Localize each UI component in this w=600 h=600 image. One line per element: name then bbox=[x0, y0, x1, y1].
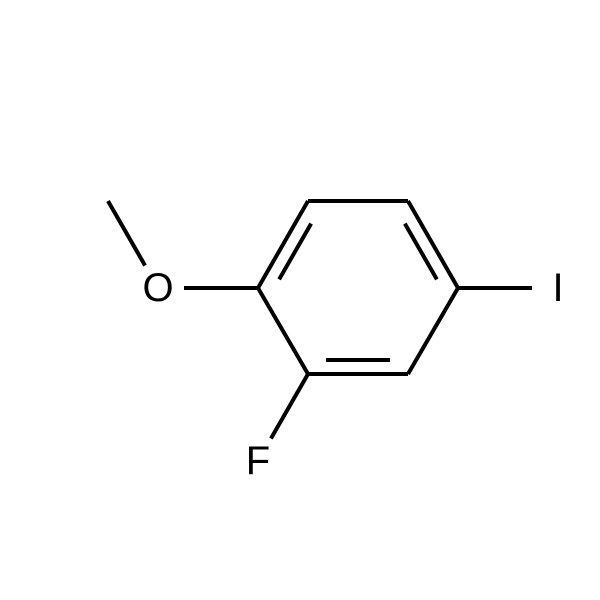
bond-line bbox=[408, 288, 458, 374]
atom-label-f: F bbox=[246, 439, 270, 483]
bond-line bbox=[405, 224, 437, 280]
bond-line bbox=[271, 374, 308, 438]
molecule-diagram: O F I bbox=[0, 0, 600, 600]
bond-line bbox=[258, 288, 308, 374]
atom-label-i: I bbox=[552, 266, 563, 310]
bond-line bbox=[108, 201, 145, 265]
atom-label-o: O bbox=[142, 266, 173, 310]
bond-line bbox=[279, 224, 311, 280]
